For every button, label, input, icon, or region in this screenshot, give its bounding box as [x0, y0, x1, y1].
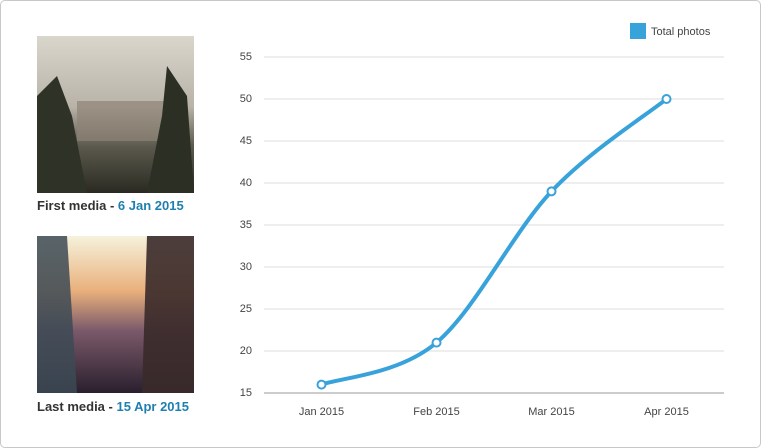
series-line	[319, 97, 669, 387]
legend-swatch	[630, 23, 646, 39]
y-tick-label: 50	[240, 93, 252, 105]
first-caption: First media - 6 Jan 2015	[37, 198, 184, 213]
y-tick-label: 15	[240, 387, 252, 399]
first-photo	[37, 36, 194, 193]
x-tick-label: Feb 2015	[413, 406, 459, 418]
x-tick-label: Apr 2015	[644, 406, 689, 418]
y-tick-label: 25	[240, 303, 252, 315]
last-photo	[37, 236, 194, 393]
x-tick-label: Mar 2015	[528, 406, 574, 418]
caption-date: 6 Jan 2015	[117, 198, 184, 213]
y-tick-label: 45	[240, 135, 252, 147]
point	[431, 337, 442, 348]
caption-label: Last media -	[37, 399, 113, 414]
point	[661, 94, 672, 104]
y-tick-label: 55	[240, 51, 252, 63]
y-tick-label: 35	[240, 219, 252, 231]
y-tick-label: 20	[240, 345, 252, 357]
caption-date: 15 Apr 2015	[116, 399, 189, 414]
y-tick-label: 40	[240, 177, 252, 189]
point	[316, 379, 327, 390]
last-caption: Last media - 15 Apr 2015	[37, 399, 189, 414]
caption-label: First media -	[37, 198, 115, 213]
point	[546, 186, 557, 197]
y-tick-label: 30	[240, 261, 252, 273]
legend-label: Total photos	[651, 26, 711, 38]
x-tick-label: Jan 2015	[299, 406, 344, 418]
